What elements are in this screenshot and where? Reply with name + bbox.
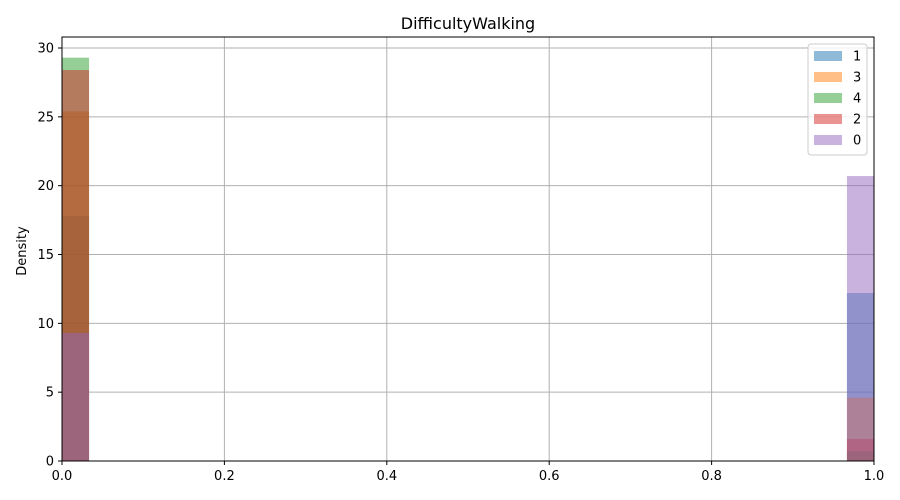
legend-swatch [814, 135, 842, 145]
plot-frame [61, 36, 875, 462]
y-tick-label: 30 [37, 42, 54, 57]
chart-title: DifficultyWalking [401, 14, 535, 33]
x-tick-label: 0.6 [539, 469, 560, 484]
x-tick-label: 0.8 [701, 469, 722, 484]
legend-swatch [814, 51, 842, 61]
y-tick-label: 25 [37, 110, 54, 125]
grid-lines [61, 37, 875, 462]
x-tick-label: 0.2 [214, 469, 235, 484]
legend-swatch [814, 114, 842, 124]
legend-label: 0 [853, 134, 861, 149]
y-tick-label: 0 [46, 455, 54, 470]
bars-group [62, 57, 874, 462]
legend-label: 3 [853, 71, 861, 86]
y-tick-label: 5 [46, 386, 54, 401]
legend-label: 2 [853, 113, 861, 128]
legend-label: 4 [853, 92, 861, 107]
axes [61, 36, 875, 462]
x-tick-label: 1.0 [864, 469, 885, 484]
bar-series-0 [62, 332, 90, 461]
x-tick-label: 0.0 [52, 469, 73, 484]
legend: 1 3 4 2 0 [807, 43, 868, 156]
y-tick-label: 15 [37, 248, 54, 263]
x-tick-label: 0.4 [376, 469, 397, 484]
legend-swatch [814, 93, 842, 103]
y-tick-label: 20 [37, 179, 54, 194]
y-axis-label: Density [15, 226, 30, 276]
legend-swatch [814, 72, 842, 82]
bar-series-0 [846, 176, 874, 462]
legend-label: 1 [853, 50, 861, 65]
y-tick-label: 10 [37, 317, 54, 332]
